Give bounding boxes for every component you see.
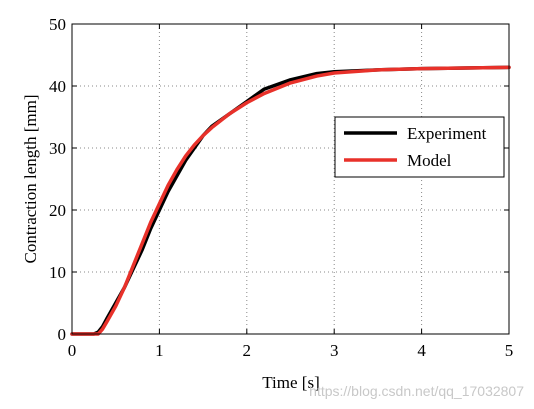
y-tick-label-3: 30 [49,139,66,158]
y-tick-label-5: 50 [49,15,66,34]
ticks [71,23,510,335]
legend-box [334,116,505,178]
y-tick-label-2: 20 [49,201,66,220]
x-axis-label: Time [s] [262,373,319,392]
y-tick-label-0: 0 [58,325,67,344]
legend: Experiment Model [334,116,505,178]
x-tick-label-3: 3 [330,341,339,360]
y-axis-label: Contraction length [mm] [21,94,40,263]
x-tick-label-4: 4 [417,341,426,360]
x-tick-label-5: 5 [505,341,514,360]
plot-frame [71,23,510,335]
legend-label-model: Model [407,151,452,170]
y-tick-label-4: 40 [49,77,66,96]
plot-area [72,24,509,334]
x-tick-label-2: 2 [243,341,252,360]
x-tick-label-1: 1 [155,341,164,360]
x-tick-label-0: 0 [68,341,77,360]
watermark-text: https://blog.csdn.net/qq_17032807 [309,383,524,399]
y-tick-label-1: 10 [49,263,66,282]
series-lines [70,65,511,336]
legend-label-experiment: Experiment [407,124,487,143]
series-line-model [70,65,511,336]
